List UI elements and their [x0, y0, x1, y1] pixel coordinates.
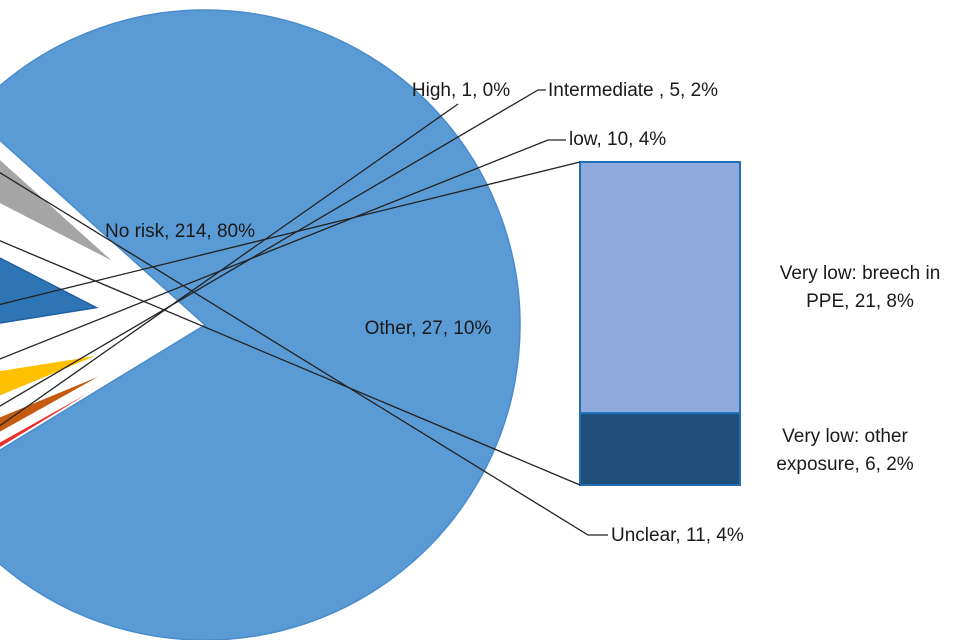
- pie-slices: [0, 9, 521, 640]
- leader-low: [0, 139, 566, 360]
- label-intermediate: Intermediate , 5, 2%: [548, 80, 718, 101]
- slice-unclear: [0, 158, 115, 263]
- slice-other: [0, 257, 99, 324]
- label-other-exposure-line-2: exposure, 6, 2%: [776, 454, 913, 475]
- connector-other-top: [0, 161, 581, 306]
- slice-low: [0, 354, 100, 397]
- bar-segment-very-low-other-exposure: [579, 412, 741, 487]
- leader-unclear: [0, 172, 608, 536]
- label-breech-line-1: Very low: breech in: [780, 263, 941, 284]
- breakdown-bar: [579, 161, 741, 487]
- label-other: Other, 27, 10%: [365, 318, 492, 339]
- bar-segment-very-low-breech-in-ppe: [579, 161, 741, 415]
- label-breech-line-2: PPE, 21, 8%: [806, 291, 914, 312]
- leader-high: [0, 103, 459, 427]
- leader-intermediate: [0, 89, 546, 407]
- slice-intermediate: [0, 372, 107, 433]
- slice-no-risk: [0, 9, 521, 640]
- slice-high: [0, 380, 111, 449]
- label-low: low, 10, 4%: [569, 129, 666, 150]
- connector-other-bottom: [0, 240, 581, 486]
- label-high: High, 1, 0%: [412, 80, 510, 101]
- label-unclear: Unclear, 11, 4%: [611, 525, 744, 546]
- leader-lines: [0, 89, 608, 536]
- label-other-exposure-line-1: Very low: other: [782, 426, 908, 447]
- label-no-risk: No risk, 214, 80%: [105, 221, 255, 242]
